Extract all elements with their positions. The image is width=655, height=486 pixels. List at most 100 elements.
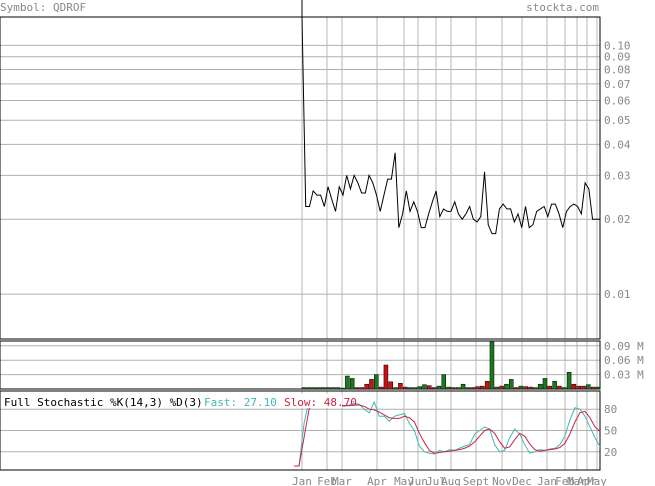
volume-bar [427, 385, 432, 390]
volume-bar [340, 387, 345, 390]
price-tick-label: 0.03 [604, 169, 631, 182]
volume-bar [562, 387, 567, 390]
volume-bar [330, 387, 336, 390]
volume-bar [533, 387, 538, 390]
volume-bar [349, 378, 355, 390]
volume-bar [455, 387, 461, 390]
volume-tick-label: 0.09 M [604, 340, 644, 353]
volume-bar [465, 387, 471, 390]
month-tick-label: Feb [555, 475, 575, 486]
volume-bar [374, 374, 379, 390]
volume-bar [325, 387, 331, 390]
price-panel-frame [0, 16, 601, 340]
volume-bar [407, 387, 413, 390]
volume-bar [422, 384, 427, 390]
volume-bar [451, 387, 456, 390]
stochastic-tick-label: 20 [604, 446, 617, 459]
volume-tick-label: 0.03 M [604, 369, 644, 382]
stochastic-label: Full Stochastic %K(14,3) %D(3) [4, 396, 203, 409]
volume-bar [508, 379, 514, 390]
volume-bar [359, 387, 365, 390]
volume-bar [431, 387, 437, 390]
volume-bar [489, 341, 495, 390]
price-tick-label: 0.04 [604, 138, 631, 151]
stochastic-tick-label: 80 [604, 403, 617, 416]
volume-bar [480, 385, 485, 390]
volume-bar [354, 387, 360, 390]
volume-bar [306, 387, 312, 390]
volume-bar [523, 386, 528, 390]
month-tick-label: Jan [537, 475, 557, 486]
month-tick-label: Apr [367, 475, 387, 486]
volume-bar [537, 383, 543, 390]
volume-bar [566, 371, 572, 390]
month-tick-label: Jun [408, 475, 428, 486]
volume-bar [576, 385, 581, 390]
stochastic-fast-label: Fast: 27.10 [204, 396, 277, 409]
price-tick-label: 0.01 [604, 288, 631, 301]
volume-bar [417, 386, 422, 390]
volume-bar [513, 387, 519, 390]
month-tick-label: Sept [463, 475, 490, 486]
volume-bar [460, 383, 466, 390]
month-tick-label: Apr [577, 475, 597, 486]
volume-bar [316, 387, 321, 390]
volume-bar [504, 383, 509, 390]
axis-labels: 0.100.090.08 0.07 0.06 0.05 0.04 0.03 0.02 0.01… [292, 39, 644, 486]
volume-bar [470, 387, 475, 390]
stochastic-lines [294, 400, 601, 467]
volume-bar [301, 387, 307, 390]
volume-bar [528, 386, 533, 390]
month-tick-label: Mar [567, 475, 587, 486]
volume-bar [335, 387, 340, 390]
volume-tick-label: 0.06 M [604, 354, 644, 367]
volume-bar [494, 386, 500, 390]
volume-bar [581, 385, 586, 390]
month-tick-label: Nov [492, 475, 512, 486]
price-tick-label: 0.07 [604, 78, 631, 91]
volume-bar [311, 387, 316, 390]
volume-bar [595, 386, 601, 390]
volume-bar [436, 385, 442, 390]
price-tick-label: 0.09 [604, 51, 631, 64]
volume-bar [402, 386, 408, 390]
volume-bar [398, 382, 403, 390]
stochastic-label-bg [2, 394, 342, 408]
volume-bar [369, 379, 374, 390]
volume-bar [412, 387, 418, 390]
volume-bar [499, 385, 504, 390]
volume-bar [552, 381, 557, 390]
price-tick-label: 0.10 [604, 39, 631, 52]
volume-panel-frame [0, 340, 601, 390]
price-tick-label: 0.08 [604, 63, 631, 76]
volume-bar [446, 386, 451, 390]
volume-bar [547, 385, 553, 390]
volume-bar [586, 384, 591, 390]
month-tick-label: Dec [512, 475, 532, 486]
symbol-label: Symbol: QDROF [0, 1, 86, 14]
price-tick-label: 0.05 [604, 114, 631, 127]
month-tick-label: Jan [292, 475, 312, 486]
volume-bars [301, 341, 601, 390]
month-tick-label: May [394, 475, 414, 486]
volume-bar [557, 385, 562, 390]
price-line [301, 16, 600, 235]
volume-bar [364, 383, 369, 390]
month-tick-label: Feb [317, 475, 337, 486]
volume-bar [441, 374, 447, 390]
volume-bar [542, 378, 548, 390]
price-line-group [301, 16, 600, 235]
volume-bar [321, 387, 326, 390]
volume-bar [383, 364, 389, 390]
volume-bar [393, 387, 398, 390]
stochastic-slow-line [294, 401, 601, 467]
volume-bar [571, 383, 577, 390]
price-tick-label: 0.06 [604, 95, 631, 108]
month-tick-label: Mar [332, 475, 352, 486]
volume-bar [345, 375, 350, 390]
price-tick-label: 0.02 [604, 213, 631, 226]
volume-bar [484, 381, 490, 390]
volume-bar [378, 386, 384, 390]
volume-bar [475, 386, 480, 390]
